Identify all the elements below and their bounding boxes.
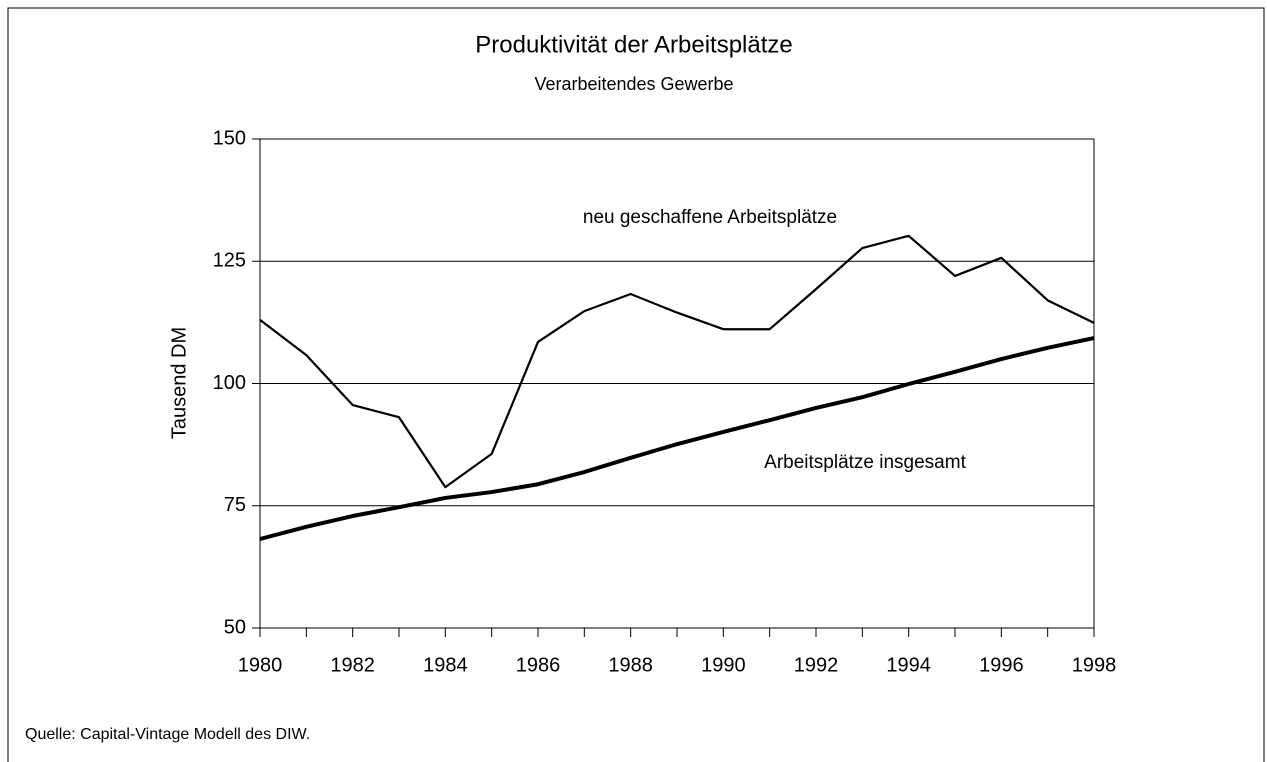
x-tick-label: 1982 (330, 654, 375, 676)
x-tick-label: 1992 (794, 654, 839, 676)
chart-title: Produktivität der Arbeitsplätze (475, 31, 793, 58)
x-tick-label: 1990 (701, 654, 746, 676)
y-tick-label: 100 (213, 372, 246, 394)
x-tick-label: 1986 (516, 654, 561, 676)
y-tick-label: 125 (213, 250, 246, 272)
x-tick-label: 1994 (886, 654, 931, 676)
y-axis-label: Tausend DM (168, 327, 190, 439)
chart-subtitle: Verarbeitendes Gewerbe (534, 74, 733, 94)
y-tick-label: 75 (224, 494, 246, 516)
x-tick-label: 1984 (423, 654, 468, 676)
x-tick-label: 1998 (1072, 654, 1117, 676)
series-label: neu geschaffene Arbeitsplätze (583, 207, 837, 228)
x-tick-label: 1996 (979, 654, 1024, 676)
x-tick-label: 1980 (238, 654, 283, 676)
frame (7, 7, 1265, 762)
y-tick-label: 150 (213, 127, 246, 149)
series-line (259, 336, 1095, 541)
source-note: Quelle: Capital-Vintage Modell des DIW. (25, 726, 310, 743)
series-line (259, 234, 1095, 489)
x-tick-label: 1988 (608, 654, 653, 676)
y-tick-label: 50 (224, 616, 246, 638)
series-label: Arbeitsplätze insgesamt (764, 452, 966, 473)
